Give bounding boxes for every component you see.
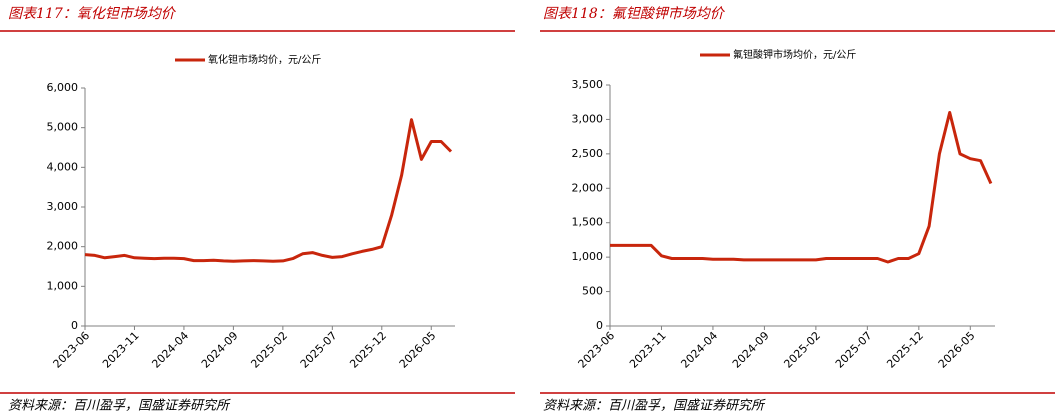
- panel-title: 图表118：氟钽酸钾市场均价: [543, 6, 726, 22]
- y-tick-label: 3,500: [572, 78, 604, 91]
- x-tick-label: 2023-06: [576, 329, 618, 371]
- y-tick-label: 1,500: [572, 216, 604, 229]
- x-tick-label: 2025-02: [781, 329, 823, 371]
- y-tick-label: 6,000: [47, 81, 79, 94]
- y-tick-label: 1,000: [572, 250, 604, 263]
- panel-title: 图表117：氧化钽市场均价: [8, 6, 177, 22]
- y-tick-label: 2,000: [572, 181, 604, 194]
- x-tick-label: 2026-05: [397, 329, 439, 371]
- legend-label: 氟钽酸钾市场均价，元/公斤: [733, 48, 856, 61]
- x-tick-label: 2024-09: [199, 329, 241, 371]
- y-tick-label: 5,000: [47, 121, 79, 134]
- x-tick-label: 2025-07: [298, 329, 340, 371]
- legend-label: 氧化钽市场均价，元/公斤: [208, 53, 321, 66]
- x-tick-label: 2025-07: [833, 329, 875, 371]
- x-tick-label: 2026-05: [936, 329, 978, 371]
- x-tick-label: 2025-12: [884, 329, 926, 371]
- y-tick-label: 0: [71, 319, 78, 332]
- x-tick-label: 2023-06: [51, 329, 93, 371]
- x-tick-label: 2024-04: [149, 329, 191, 371]
- y-tick-label: 3,000: [47, 200, 79, 213]
- y-tick-label: 2,500: [572, 147, 604, 160]
- x-tick-label: 2025-02: [248, 329, 290, 371]
- y-tick-label: 3,000: [572, 112, 604, 125]
- x-tick-label: 2025-12: [347, 329, 389, 371]
- y-tick-label: 0: [596, 319, 603, 332]
- x-tick-label: 2023-11: [627, 329, 669, 371]
- x-tick-label: 2024-09: [730, 329, 772, 371]
- y-tick-label: 2,000: [47, 240, 79, 253]
- source-note: 资料来源：百川盈孚，国盛证券研究所: [543, 398, 766, 414]
- data-line: [84, 118, 453, 263]
- x-tick-label: 2023-11: [100, 329, 142, 371]
- y-tick-label: 1,000: [47, 279, 79, 292]
- x-tick-label: 2024-04: [678, 329, 720, 371]
- source-note: 资料来源：百川盈孚，国盛证券研究所: [8, 398, 231, 414]
- y-tick-label: 4,000: [47, 160, 79, 173]
- data-line: [610, 111, 993, 264]
- y-tick-label: 500: [582, 285, 603, 298]
